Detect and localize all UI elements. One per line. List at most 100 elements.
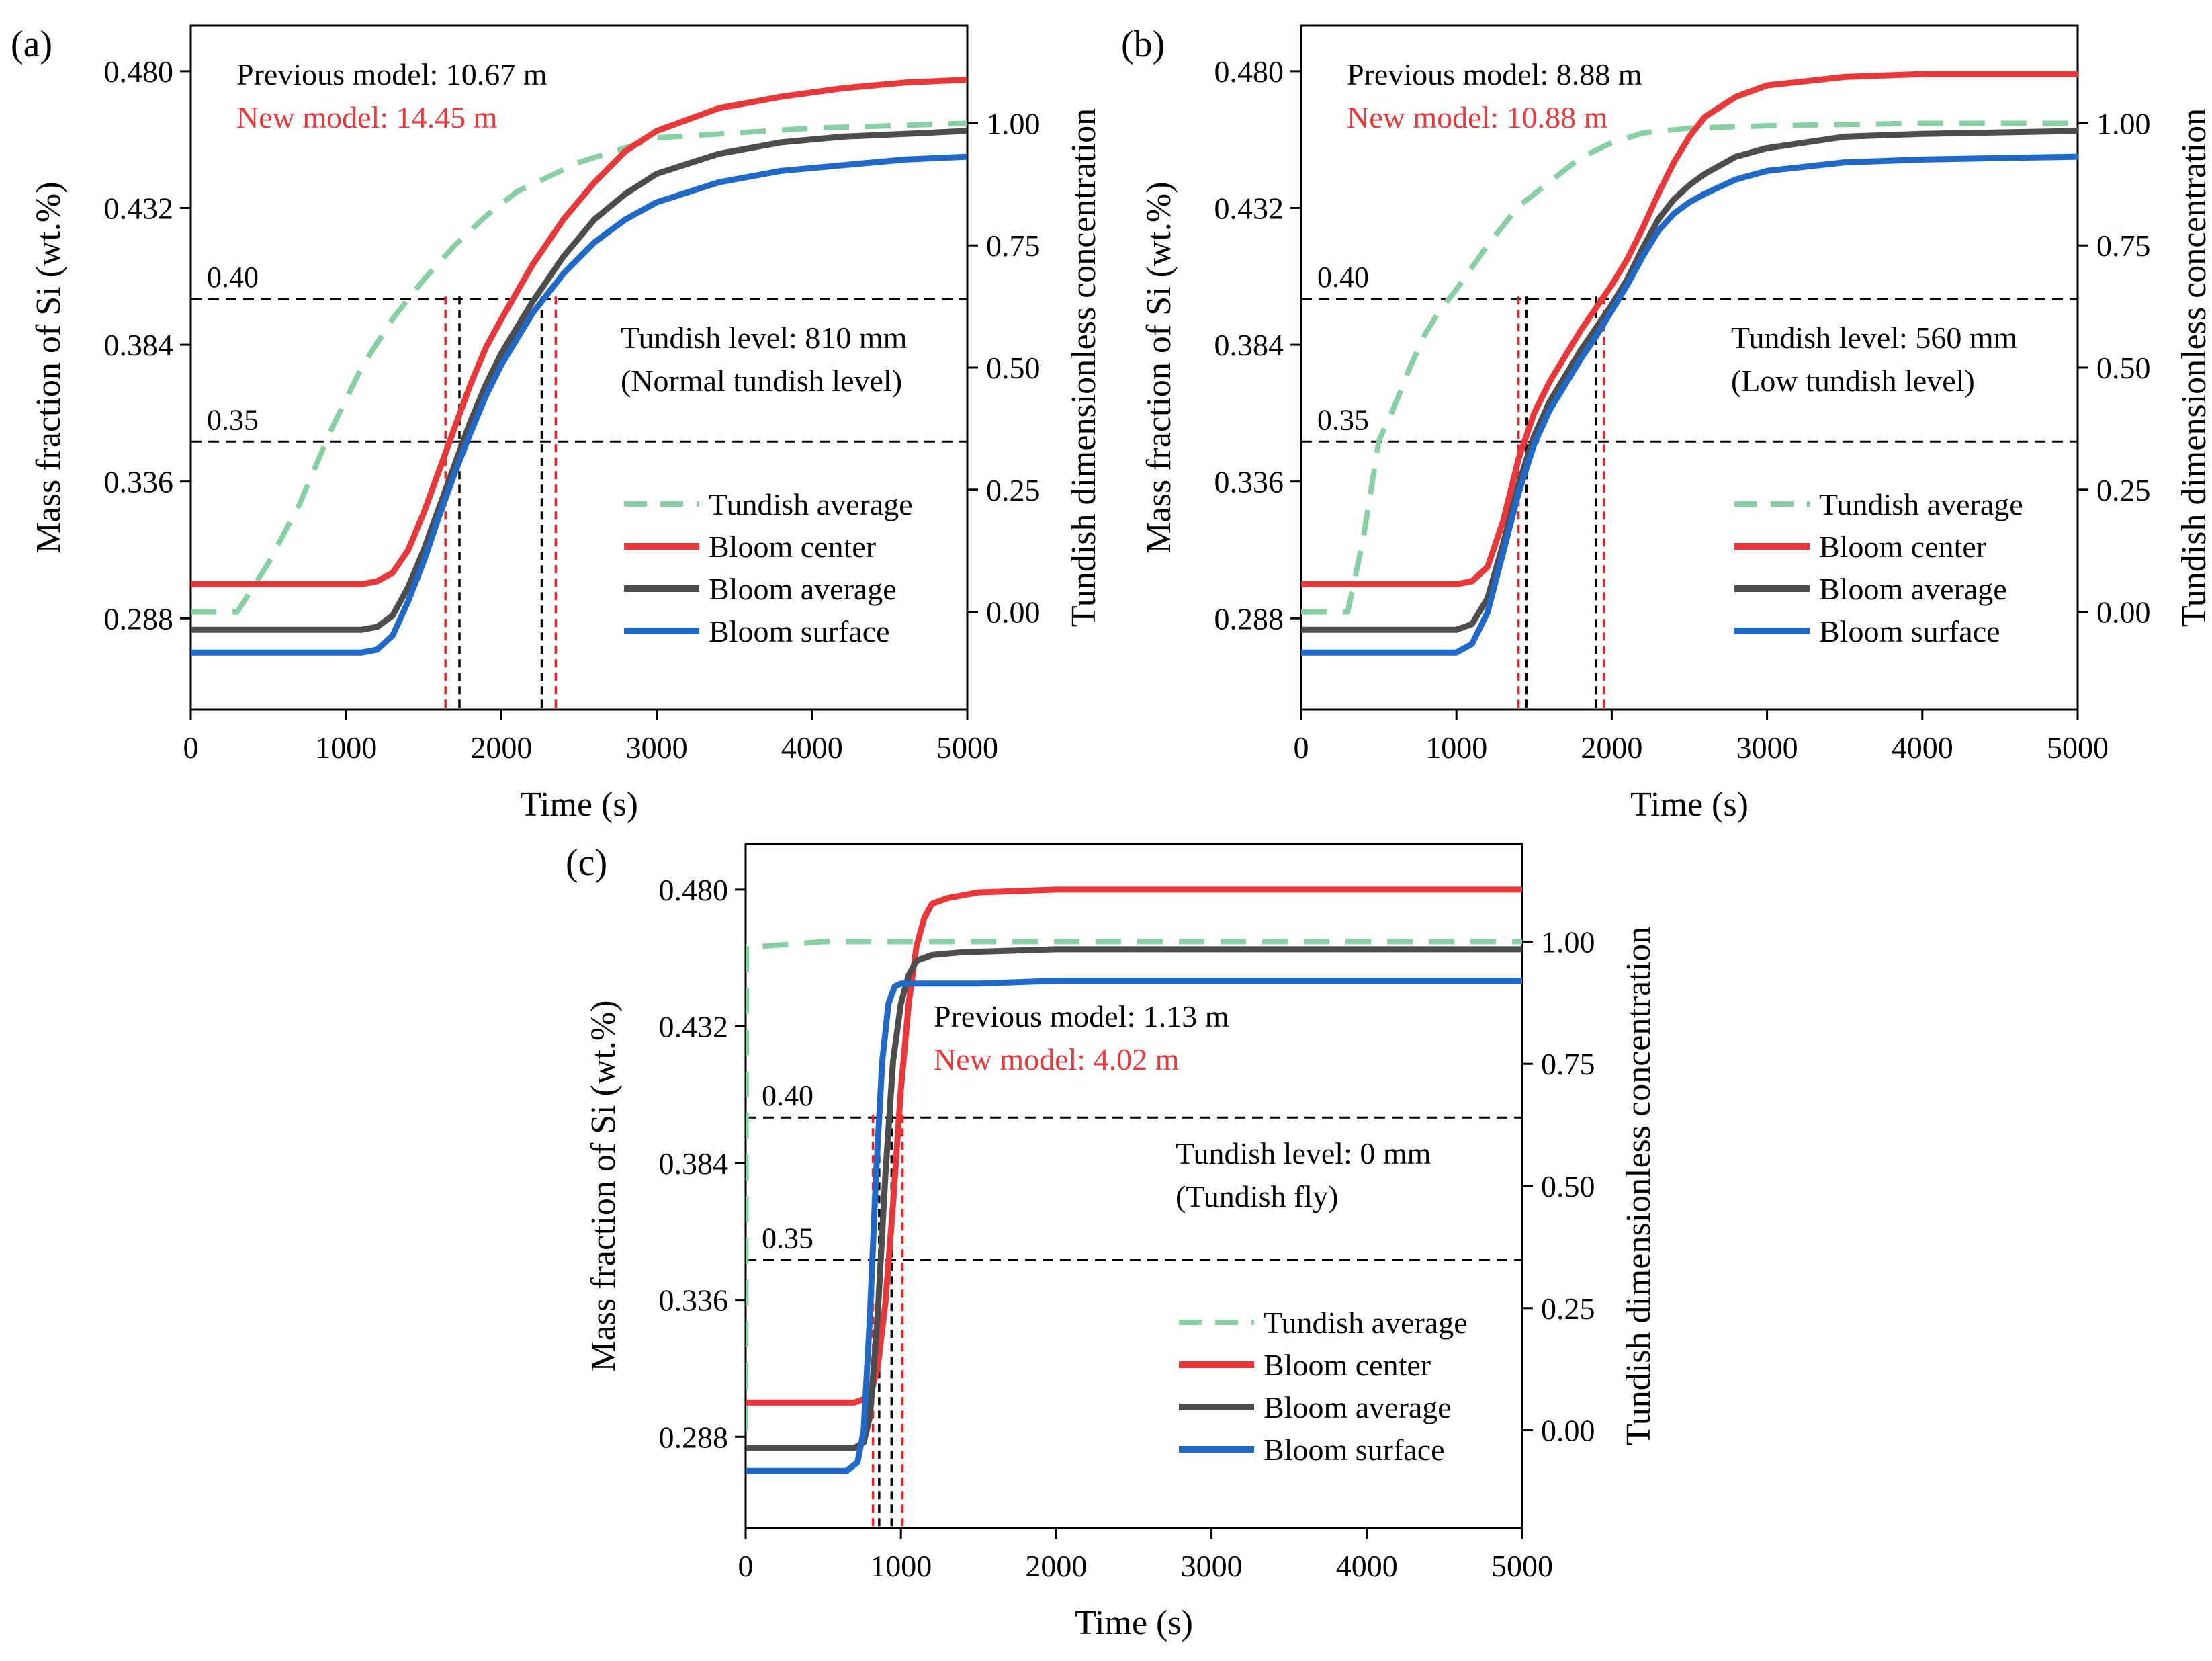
x-tick-label: 5000 [936, 730, 998, 765]
x-tick-label: 2000 [1581, 730, 1642, 765]
legend-label: Bloom surface [1819, 614, 2000, 648]
y-right-tick-label: 0.25 [986, 473, 1041, 507]
y-tick-label: 0.384 [1214, 328, 1284, 362]
x-tick-label: 3000 [626, 730, 688, 765]
y-tick-label: 0.432 [104, 191, 174, 225]
x-tick-label: 5000 [1491, 1549, 1553, 1583]
x-axis-label: Time (s) [1630, 785, 1749, 824]
panel-label: (c) [566, 842, 607, 884]
series-group [191, 77, 967, 656]
threshold-label: 0.35 [762, 1222, 813, 1254]
chart-panels: (a) 0 1000 2000 3000 4000 5000 Time (s) 0.288 0.3… [11, 24, 2212, 1642]
y-tick-label: 0.480 [1214, 54, 1284, 89]
legend-label: Bloom center [709, 529, 876, 564]
series-group [1301, 71, 2078, 656]
y-right-tick-label: 0.75 [2096, 228, 2151, 263]
x-tick-label: 5000 [2047, 730, 2109, 765]
x-tick-label: 1000 [1425, 730, 1487, 765]
panel-label: (b) [1121, 24, 1165, 65]
chart-panel-2: (b) 0 1000 2000 3000 4000 5000 Time (s) 0.288 0.3… [1121, 24, 2212, 824]
x-tick-label: 0 [738, 1549, 754, 1583]
y-right-tick-label: 0.25 [2096, 473, 2151, 507]
x-tick-label: 0 [183, 730, 199, 765]
annotation-new-model: New model: 4.02 m [934, 1042, 1180, 1076]
annotation-new-model: New model: 14.45 m [236, 100, 498, 134]
x-tick-label: 1000 [315, 730, 377, 765]
y-axis-label: Mass fraction of Si (wt.%) [30, 181, 68, 553]
y-axis-label: Mass fraction of Si (wt.%) [1140, 181, 1178, 553]
series-line-tundish-average [1301, 120, 2078, 615]
x-tick-label: 4000 [1336, 1549, 1398, 1583]
series-line-bloom-center [1301, 71, 2078, 587]
annotation-tundish-note: (Normal tundish level) [621, 364, 902, 398]
annotation-tundish-note: (Low tundish level) [1731, 364, 1975, 398]
x-tick-label: 3000 [1736, 730, 1798, 765]
y-right-tick-label: 0.50 [986, 351, 1041, 385]
x-tick-label: 0 [1294, 730, 1309, 765]
y-right-tick-label: 1.00 [986, 106, 1041, 140]
y-right-axis-label: Tundish dimensionless concentration [1620, 927, 1658, 1445]
legend-label: Tundish average [1264, 1306, 1468, 1340]
x-tick-label: 1000 [870, 1549, 932, 1583]
threshold-label: 0.35 [1317, 403, 1369, 436]
threshold-label: 0.40 [1317, 261, 1369, 294]
annotation-previous-model: Previous model: 8.88 m [1347, 57, 1642, 91]
annotation-tundish-note: (Tundish fly) [1176, 1179, 1338, 1213]
y-tick-label: 0.336 [104, 465, 174, 499]
series-line-tundish-average [746, 939, 1522, 1431]
series-line-bloom-surface [1301, 153, 2078, 656]
y-right-tick-label: 0.25 [1541, 1291, 1595, 1326]
x-tick-label: 2000 [470, 730, 532, 765]
series-line-bloom-surface [191, 153, 967, 656]
threshold-label: 0.35 [207, 403, 259, 436]
x-tick-label: 4000 [781, 730, 843, 765]
y-tick-label: 0.432 [659, 1009, 729, 1044]
y-right-tick-label: 0.50 [2096, 351, 2151, 385]
y-tick-label: 0.288 [1214, 601, 1284, 636]
x-tick-label: 3000 [1181, 1549, 1243, 1583]
y-tick-label: 0.480 [659, 873, 729, 907]
x-axis-label: Time (s) [1075, 1604, 1193, 1642]
annotation-tundish-level: Tundish level: 560 mm [1731, 321, 2018, 355]
y-tick-label: 0.288 [104, 601, 174, 636]
y-right-tick-label: 1.00 [1541, 925, 1595, 959]
threshold-label: 0.40 [762, 1079, 813, 1112]
y-right-tick-label: 0.75 [1541, 1047, 1595, 1081]
y-right-tick-label: 1.00 [2096, 106, 2151, 140]
y-tick-label: 0.336 [1214, 465, 1284, 499]
series-group [746, 886, 1522, 1474]
legend-label: Tundish average [709, 487, 913, 521]
x-tick-label: 4000 [1892, 730, 1953, 765]
legend-label: Bloom center [1264, 1348, 1431, 1382]
annotation-tundish-level: Tundish level: 810 mm [621, 321, 908, 355]
series-line-bloom-center [191, 77, 967, 587]
y-right-tick-label: 0.00 [986, 595, 1041, 630]
legend-label: Bloom center [1819, 529, 1986, 564]
y-right-tick-label: 0.00 [2096, 595, 2151, 630]
y-right-tick-label: 0.00 [1541, 1414, 1595, 1448]
y-axis-label: Mass fraction of Si (wt.%) [584, 1000, 623, 1371]
y-tick-label: 0.432 [1214, 191, 1284, 225]
x-tick-label: 2000 [1025, 1549, 1087, 1583]
y-right-axis-label: Tundish dimensionless concentration [2175, 108, 2212, 627]
y-tick-label: 0.384 [104, 328, 174, 362]
y-right-tick-label: 0.50 [1541, 1169, 1595, 1203]
y-tick-label: 0.480 [104, 54, 174, 89]
chart-panel-3: (c) 0 1000 2000 3000 4000 5000 Time (s) 0.288 0.3… [566, 842, 1658, 1642]
legend-label: Bloom average [1819, 572, 2007, 606]
chart-panel-1: (a) 0 1000 2000 3000 4000 5000 Time (s) 0.288 0.3… [11, 24, 1103, 824]
series-line-tundish-average [191, 120, 967, 615]
legend-label: Bloom surface [1264, 1433, 1445, 1467]
y-right-tick-label: 0.75 [986, 228, 1041, 263]
annotation-previous-model: Previous model: 1.13 m [934, 999, 1229, 1033]
legend-label: Bloom average [709, 572, 897, 606]
legend-label: Tundish average [1819, 487, 2023, 521]
y-tick-label: 0.336 [659, 1283, 729, 1318]
y-right-axis-label: Tundish dimensionless concentration [1065, 108, 1103, 627]
series-line-bloom-surface [746, 978, 1522, 1474]
threshold-label: 0.40 [207, 261, 259, 294]
legend-label: Bloom surface [709, 614, 890, 648]
annotation-tundish-level: Tundish level: 0 mm [1176, 1136, 1431, 1170]
legend-label: Bloom average [1264, 1390, 1452, 1424]
